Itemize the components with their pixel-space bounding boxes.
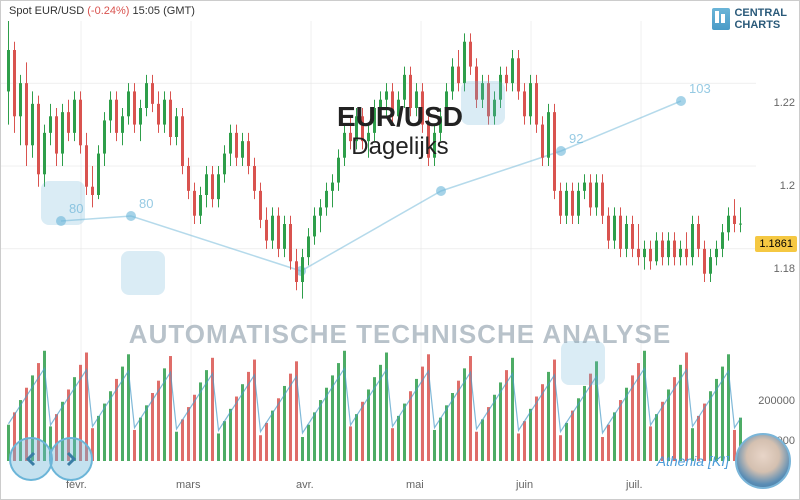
svg-text:92: 92	[569, 131, 583, 146]
chart-title: EUR/USD Dagelijks	[337, 101, 463, 161]
instrument-header: Spot EUR/USD (-0.24%) 15:05 (GMT)	[9, 5, 195, 17]
nav-prev-button[interactable]	[9, 437, 53, 481]
assistant-label: Athenia [KI]	[657, 453, 729, 469]
price-tick: 1.22	[774, 97, 795, 109]
price-axis: 1.181.21.221.1861100000200000	[755, 21, 799, 401]
brand-logo: CENTRAL CHARTS	[712, 7, 787, 31]
decorative-icon	[461, 81, 505, 125]
price-tick: 1.18	[774, 263, 795, 275]
period-name: Dagelijks	[337, 133, 463, 161]
price-change: (-0.24%)	[87, 5, 129, 17]
time-axis: févr.marsavr.maijuinjuil.	[1, 479, 756, 495]
pair-name: EUR/USD	[337, 101, 463, 133]
svg-text:103: 103	[689, 81, 711, 96]
svg-text:80: 80	[139, 196, 153, 211]
time-tick: avr.	[296, 479, 314, 491]
current-price-label: 1.1861	[755, 236, 797, 252]
decorative-icon	[121, 251, 165, 295]
logo-icon	[712, 8, 730, 30]
instrument-name: Spot EUR/USD	[9, 5, 84, 17]
chart-container: Spot EUR/USD (-0.24%) 15:05 (GMT) CENTRA…	[0, 0, 800, 500]
time-tick: juil.	[626, 479, 643, 491]
time-tick: mars	[176, 479, 200, 491]
chart-canvas[interactable]: 808092103	[1, 1, 756, 481]
decorative-icon	[41, 181, 85, 225]
nav-next-button[interactable]	[49, 437, 93, 481]
volume-tick: 200000	[758, 395, 795, 407]
timestamp: 15:05	[133, 5, 161, 17]
timezone: (GMT)	[163, 5, 195, 17]
time-tick: mai	[406, 479, 424, 491]
watermark-text: AUTOMATISCHE TECHNISCHE ANALYSE	[129, 319, 671, 350]
price-tick: 1.2	[780, 180, 795, 192]
logo-text: CENTRAL CHARTS	[734, 7, 787, 31]
time-tick: juin	[516, 479, 533, 491]
assistant-avatar[interactable]	[735, 433, 791, 489]
